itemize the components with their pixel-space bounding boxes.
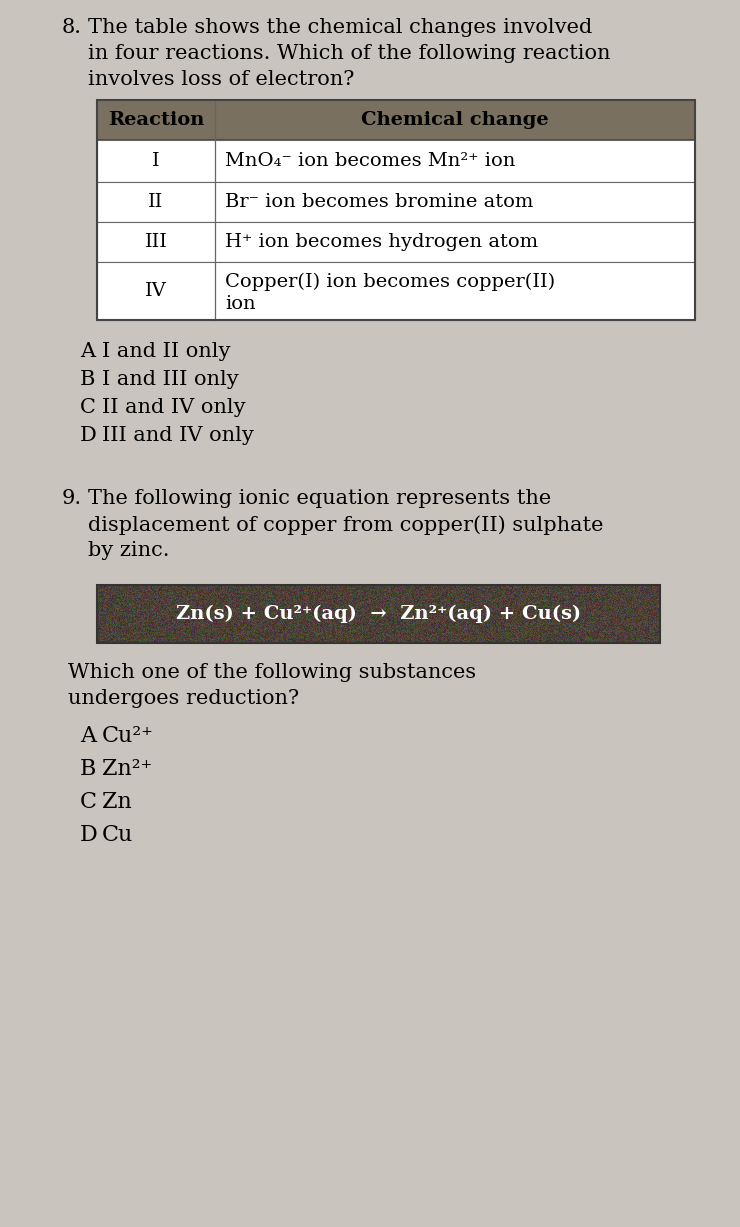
Text: involves loss of electron?: involves loss of electron? [88, 70, 354, 90]
Text: MnO₄⁻ ion becomes Mn²⁺ ion: MnO₄⁻ ion becomes Mn²⁺ ion [225, 152, 515, 171]
Text: III: III [144, 233, 167, 252]
Text: Cu²⁺: Cu²⁺ [102, 725, 154, 747]
Text: A: A [80, 342, 95, 361]
Text: D: D [80, 426, 97, 445]
Bar [97, 585, 660, 643]
Text: Reaction: Reaction [108, 110, 204, 129]
Text: D: D [80, 825, 98, 845]
Bar [97, 182, 695, 222]
Text: displacement of copper from copper(II) sulphate: displacement of copper from copper(II) s… [88, 515, 604, 535]
Text: I: I [152, 152, 160, 171]
Text: Chemical change: Chemical change [361, 110, 549, 129]
Text: by zinc.: by zinc. [88, 541, 169, 560]
Text: I and III only: I and III only [102, 371, 239, 389]
Text: C: C [80, 398, 96, 417]
Text: in four reactions. Which of the following reaction: in four reactions. Which of the followin… [88, 44, 610, 63]
Text: The table shows the chemical changes involved: The table shows the chemical changes inv… [88, 18, 592, 37]
Text: undergoes reduction?: undergoes reduction? [68, 690, 299, 708]
Text: B: B [80, 371, 95, 389]
Text: I and II only: I and II only [102, 342, 230, 361]
Text: A: A [80, 725, 96, 747]
Text: The following ionic equation represents the: The following ionic equation represents … [88, 490, 551, 508]
Bar [97, 140, 695, 182]
Text: IV: IV [145, 282, 167, 299]
Text: C: C [80, 791, 97, 814]
Text: III and IV only: III and IV only [102, 426, 254, 445]
Text: Which one of the following substances: Which one of the following substances [68, 663, 476, 682]
Text: ion: ion [225, 294, 255, 313]
Text: 9.: 9. [62, 490, 82, 508]
Text: Cu: Cu [102, 825, 133, 845]
Text: Zn²⁺: Zn²⁺ [102, 758, 152, 780]
Text: H⁺ ion becomes hydrogen atom: H⁺ ion becomes hydrogen atom [225, 233, 538, 252]
Text: Zn(s) + Cu²⁺(aq)  →  Zn²⁺(aq) + Cu(s): Zn(s) + Cu²⁺(aq) → Zn²⁺(aq) + Cu(s) [176, 605, 581, 623]
Text: Zn: Zn [102, 791, 132, 814]
Bar [97, 99, 695, 140]
Text: B: B [80, 758, 96, 780]
Bar [97, 263, 695, 320]
Text: II: II [149, 193, 164, 211]
Bar [97, 99, 695, 320]
Text: 8.: 8. [62, 18, 82, 37]
Text: II and IV only: II and IV only [102, 398, 246, 417]
Text: Br⁻ ion becomes bromine atom: Br⁻ ion becomes bromine atom [225, 193, 534, 211]
Text: Copper(I) ion becomes copper(II): Copper(I) ion becomes copper(II) [225, 274, 555, 292]
Bar [97, 222, 695, 263]
